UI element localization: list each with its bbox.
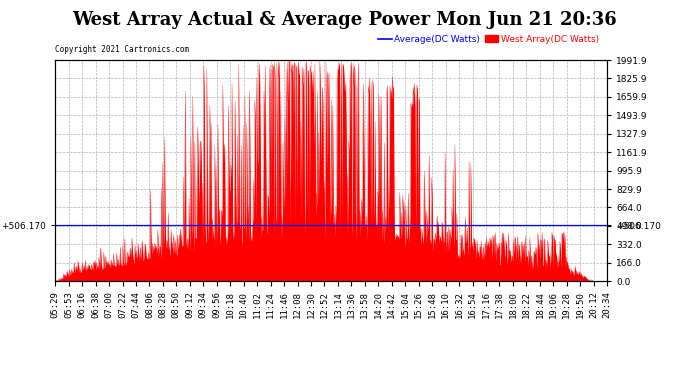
Legend: Average(DC Watts), West Array(DC Watts): Average(DC Watts), West Array(DC Watts): [375, 32, 602, 48]
Text: West Array Actual & Average Power Mon Jun 21 20:36: West Array Actual & Average Power Mon Ju…: [72, 11, 618, 29]
Text: Copyright 2021 Cartronics.com: Copyright 2021 Cartronics.com: [55, 45, 189, 54]
